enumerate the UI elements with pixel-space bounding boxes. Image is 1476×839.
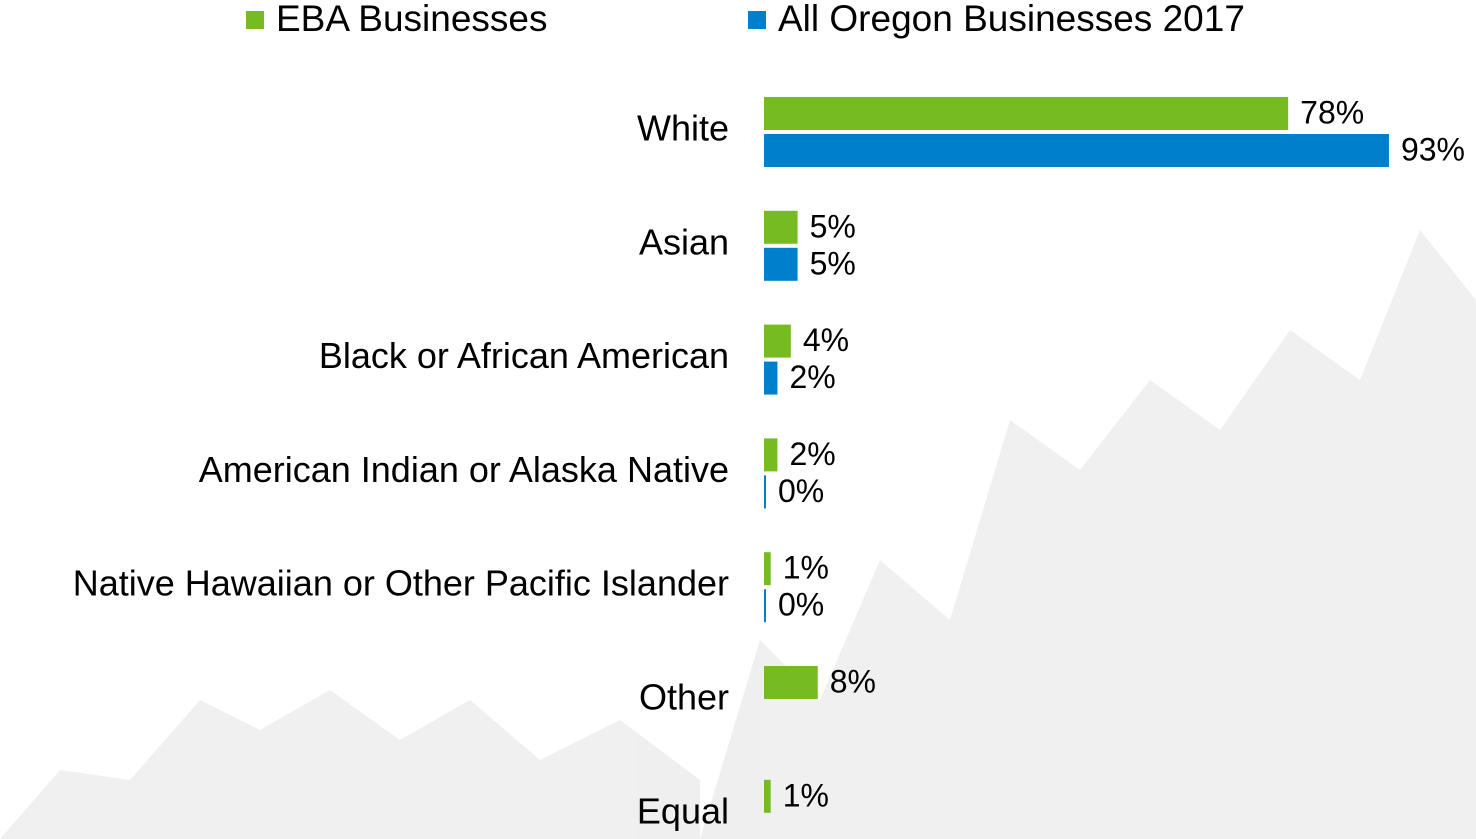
background-trees xyxy=(0,230,1476,839)
category-label: American Indian or Alaska Native xyxy=(199,449,729,490)
category-label: Equal xyxy=(637,790,729,831)
legend-label: EBA Businesses xyxy=(276,0,547,39)
legend-swatch xyxy=(748,11,766,29)
bar xyxy=(764,324,791,358)
value-label: 5% xyxy=(810,208,856,244)
legend-label: All Oregon Businesses 2017 xyxy=(778,0,1245,39)
category-label: White xyxy=(637,108,729,149)
bar xyxy=(764,210,798,244)
bar xyxy=(764,134,1389,167)
bar xyxy=(764,589,766,623)
category-label: Other xyxy=(639,677,729,718)
value-label: 2% xyxy=(789,436,835,472)
bar xyxy=(764,779,771,813)
value-label: 8% xyxy=(830,663,876,699)
value-label: 0% xyxy=(778,587,824,623)
value-label: 1% xyxy=(783,777,829,813)
category-label: Black or African American xyxy=(319,335,729,376)
legend-swatch xyxy=(246,11,264,29)
bar xyxy=(764,552,771,586)
bar xyxy=(764,247,798,281)
bar xyxy=(764,361,778,395)
bar xyxy=(764,97,1289,130)
value-label: 78% xyxy=(1300,94,1364,130)
bar xyxy=(764,475,766,509)
value-label: 0% xyxy=(778,473,824,509)
category-label: Asian xyxy=(639,221,729,262)
value-label: 4% xyxy=(803,322,849,358)
value-label: 5% xyxy=(810,245,856,281)
category-label: Native Hawaiian or Other Pacific Islande… xyxy=(73,563,729,604)
bar xyxy=(764,666,818,699)
bar xyxy=(764,438,778,472)
value-label: 2% xyxy=(789,359,835,395)
value-label: 1% xyxy=(783,550,829,586)
value-label: 93% xyxy=(1401,131,1465,167)
